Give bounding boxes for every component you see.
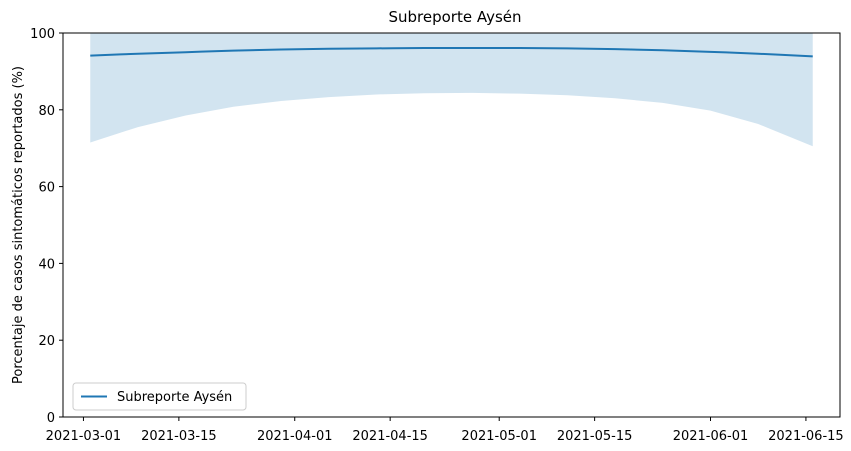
x-tick-label: 2021-04-01	[257, 429, 333, 444]
x-tick-label: 2021-06-01	[673, 429, 749, 444]
x-tick-label: 2021-05-15	[557, 429, 633, 444]
x-tick-label: 2021-06-15	[768, 429, 844, 444]
series-line	[90, 46, 813, 58]
y-tick-label: 60	[38, 181, 55, 196]
y-tick-label: 100	[30, 27, 55, 42]
chart-title: Subreporte Aysén	[388, 8, 521, 26]
plot-frame	[62, 32, 841, 418]
y-axis: 0 20 40 60 80 100	[30, 27, 63, 426]
x-tick-label: 2021-04-15	[352, 429, 428, 444]
x-tick-label: 2021-03-01	[46, 429, 122, 444]
x-tick-label: 2021-03-15	[141, 429, 217, 444]
legend-box	[72, 382, 247, 411]
y-tick-label: 40	[38, 257, 55, 272]
confidence-band	[90, 33, 813, 147]
y-tick-label: 0	[47, 411, 55, 426]
plot-area	[62, 32, 841, 418]
legend: Subreporte Aysén	[72, 382, 247, 411]
y-tick-label: 20	[38, 334, 55, 349]
y-tick-label: 80	[38, 104, 55, 119]
y-axis-title: Porcentaje de casos sintomáticos reporta…	[11, 66, 26, 384]
x-tick-label: 2021-05-01	[461, 429, 537, 444]
legend-label: Subreporte Aysén	[117, 390, 232, 405]
x-axis: 2021-03-01 2021-03-15 2021-04-01 2021-04-15…	[46, 417, 844, 444]
